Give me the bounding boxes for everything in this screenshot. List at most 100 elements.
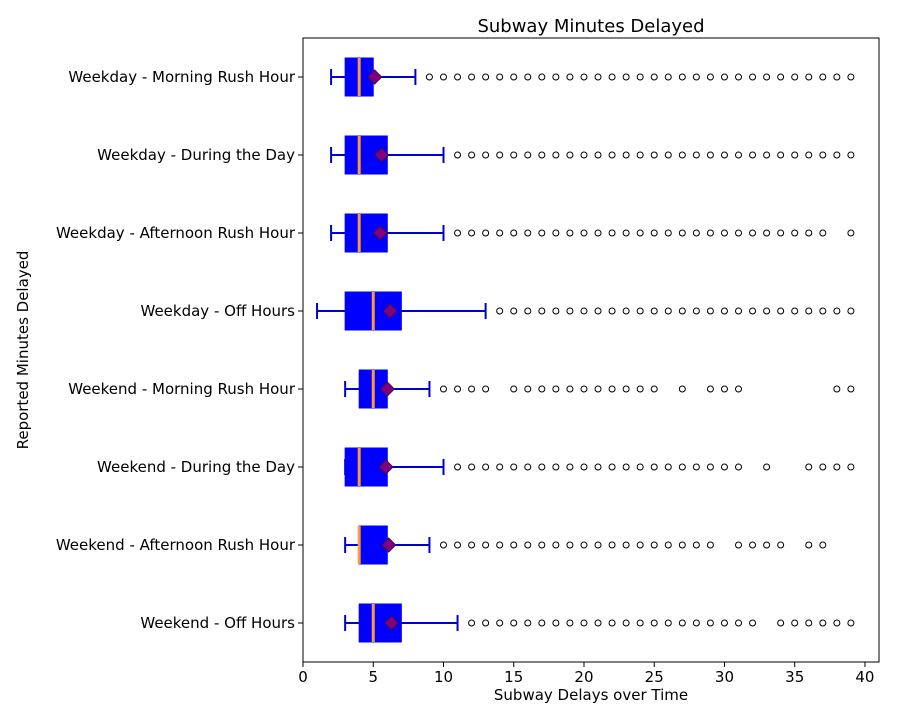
outlier-point [482, 151, 490, 159]
outlier-point [819, 307, 827, 315]
outlier-point [720, 229, 728, 237]
outlier-point [566, 463, 574, 471]
outlier-point [720, 151, 728, 159]
outlier-point [538, 541, 546, 549]
box-group [344, 447, 855, 487]
outlier-point [566, 229, 574, 237]
plot-frame [302, 37, 880, 663]
outlier-point [706, 229, 714, 237]
outlier-point [552, 619, 560, 627]
outlier-point [763, 307, 771, 315]
outlier-point [692, 229, 700, 237]
x-tick-label: 15 [504, 668, 523, 686]
outlier-point [454, 463, 462, 471]
outlier-point [566, 307, 574, 315]
outlier-point [482, 541, 490, 549]
outlier-point [636, 151, 644, 159]
outlier-point [706, 151, 714, 159]
outlier-point [622, 307, 630, 315]
y-tick-label: Weekend - Off Hours [140, 614, 295, 632]
outlier-point [678, 229, 686, 237]
outlier-point [552, 229, 560, 237]
outlier-point [805, 541, 813, 549]
x-axis-label: Subway Delays over Time [494, 686, 688, 704]
outlier-point [608, 229, 616, 237]
outlier-point [552, 541, 560, 549]
outlier-point [510, 229, 518, 237]
outlier-point [706, 73, 714, 81]
outlier-point [777, 541, 785, 549]
outlier-point [594, 307, 602, 315]
outlier-point [468, 229, 476, 237]
outlier-point [608, 307, 616, 315]
outlier-point [524, 541, 532, 549]
outlier-point [692, 541, 700, 549]
outlier-point [650, 229, 658, 237]
outlier-point [538, 619, 546, 627]
mean-marker [378, 459, 394, 475]
outlier-point [482, 229, 490, 237]
outlier-point [510, 73, 518, 81]
outlier-point [524, 463, 532, 471]
outlier-point [524, 619, 532, 627]
outlier-point [496, 307, 504, 315]
outlier-point [580, 463, 588, 471]
outlier-point [566, 151, 574, 159]
mean-marker [366, 69, 383, 85]
outlier-point [735, 541, 743, 549]
outlier-point [468, 151, 476, 159]
outlier-point [664, 229, 672, 237]
outlier-point [510, 385, 518, 393]
outlier-point [664, 151, 672, 159]
outlier-point [552, 385, 560, 393]
outlier-point [622, 73, 630, 81]
outlier-point [735, 307, 743, 315]
outlier-point [791, 73, 799, 81]
outlier-point [496, 463, 504, 471]
outlier-point [594, 541, 602, 549]
mean-marker [373, 147, 390, 163]
outlier-point [650, 541, 658, 549]
outlier-point [439, 385, 447, 393]
outlier-point [664, 619, 672, 627]
outlier-point [749, 541, 757, 549]
outlier-point [819, 229, 827, 237]
outlier-point [749, 229, 757, 237]
outlier-point [664, 73, 672, 81]
outlier-point [636, 541, 644, 549]
outlier-point [664, 541, 672, 549]
outlier-point [777, 151, 785, 159]
outlier-point [650, 307, 658, 315]
outlier-point [468, 619, 476, 627]
outlier-point [720, 307, 728, 315]
outlier-point [482, 463, 490, 471]
outlier-point [819, 619, 827, 627]
outlier-point [791, 229, 799, 237]
outlier-point [833, 385, 841, 393]
outlier-point [847, 619, 855, 627]
outlier-point [819, 541, 827, 549]
outlier-point [468, 463, 476, 471]
outlier-point [749, 151, 757, 159]
outlier-point [496, 619, 504, 627]
outlier-point [524, 229, 532, 237]
outlier-point [538, 73, 546, 81]
outlier-point [678, 619, 686, 627]
outlier-point [735, 385, 743, 393]
outlier-point [847, 463, 855, 471]
outlier-point [650, 463, 658, 471]
x-tick-label: 10 [434, 668, 453, 686]
outlier-point [580, 229, 588, 237]
outlier-point [664, 463, 672, 471]
outlier-point [720, 385, 728, 393]
outlier-point [608, 541, 616, 549]
outlier-point [805, 619, 813, 627]
outlier-point [524, 73, 532, 81]
outlier-point [791, 619, 799, 627]
y-tick-label: Weekday - Morning Rush Hour [68, 68, 295, 86]
outlier-point [636, 229, 644, 237]
outlier-point [454, 385, 462, 393]
outlier-point [636, 307, 644, 315]
outlier-point [622, 541, 630, 549]
outlier-point [636, 73, 644, 81]
